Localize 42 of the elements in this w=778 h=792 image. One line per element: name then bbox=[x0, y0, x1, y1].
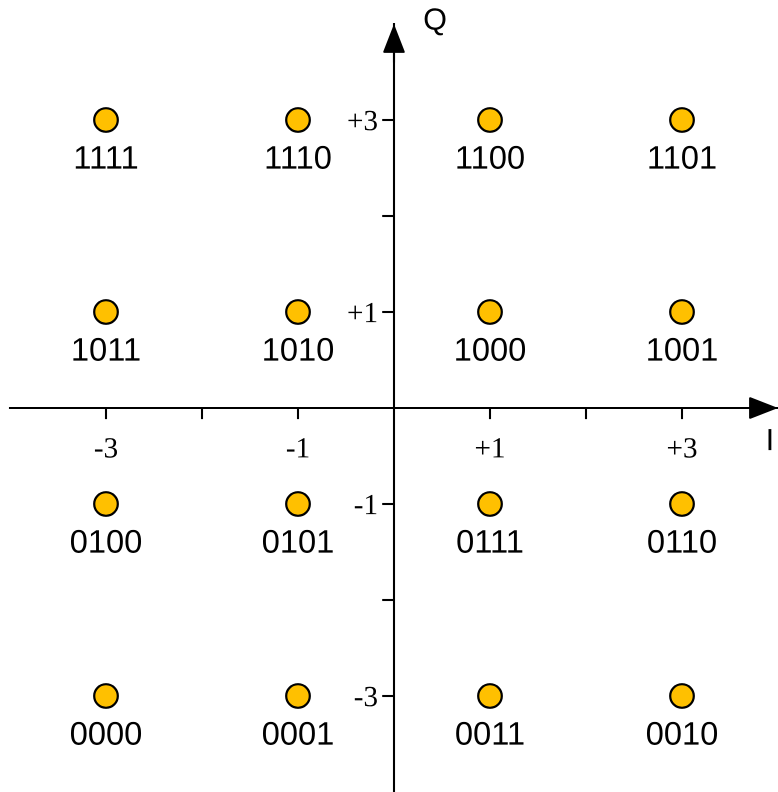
point bbox=[93, 299, 119, 325]
point bbox=[669, 683, 695, 709]
annotation: 0001 bbox=[262, 722, 333, 745]
annotation: 0101 bbox=[262, 530, 333, 553]
annotation: 0000 bbox=[70, 722, 142, 745]
x-axis-title: I bbox=[768, 429, 772, 450]
point bbox=[477, 299, 503, 325]
point bbox=[669, 299, 695, 325]
annotation: 0100 bbox=[70, 530, 142, 553]
y-axis-title: Q bbox=[424, 8, 446, 36]
point bbox=[477, 491, 503, 517]
annotation: 1001 bbox=[648, 338, 717, 361]
x-tick-label: -3 bbox=[94, 438, 118, 458]
point bbox=[477, 107, 503, 133]
point bbox=[93, 107, 119, 133]
y-tick-label: +3 bbox=[348, 110, 377, 130]
point bbox=[93, 683, 119, 709]
x-tick-label: +1 bbox=[476, 438, 504, 458]
annotation: 1101 bbox=[649, 146, 716, 169]
point bbox=[285, 299, 311, 325]
annotation: 1000 bbox=[456, 338, 526, 361]
x-tick-label: +3 bbox=[668, 438, 696, 458]
annotation: 1110 bbox=[266, 146, 331, 169]
y-tick-label: -3 bbox=[354, 686, 377, 706]
x-tick-label: -1 bbox=[286, 438, 308, 458]
annotation: 1111 bbox=[76, 146, 138, 169]
point bbox=[477, 683, 503, 709]
y-tick-label: +1 bbox=[348, 302, 376, 322]
point bbox=[669, 491, 695, 517]
annotation: 0010 bbox=[646, 722, 718, 745]
point bbox=[285, 107, 311, 133]
y-tick-label: -1 bbox=[354, 494, 376, 514]
annotation: 1011 bbox=[73, 338, 140, 361]
point bbox=[285, 491, 311, 517]
point bbox=[669, 107, 695, 133]
point bbox=[93, 491, 119, 517]
annotation: 0110 bbox=[648, 530, 716, 553]
point bbox=[285, 683, 311, 709]
annotation: 1100 bbox=[457, 146, 524, 169]
annotation: 1010 bbox=[264, 338, 334, 361]
annotation: 0011 bbox=[456, 722, 524, 745]
annotation: 0111 bbox=[457, 530, 522, 553]
